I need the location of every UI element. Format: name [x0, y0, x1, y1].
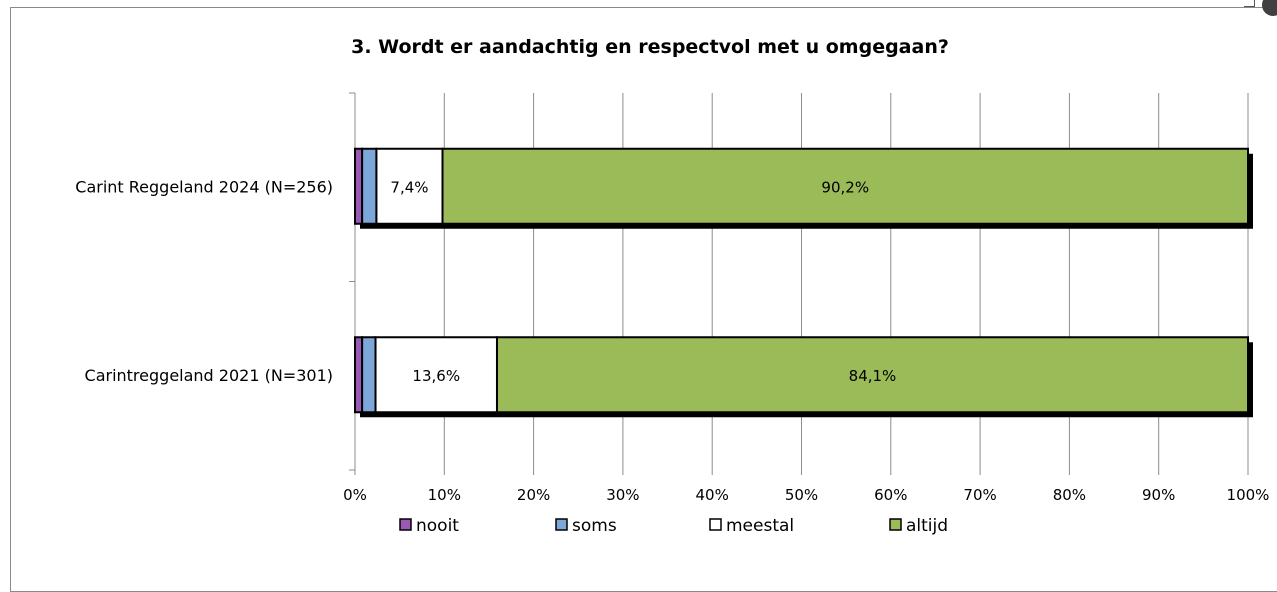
label-layer: 0% 10% 20% 30% 40% 50% 60% 70% 80% 90% 100% Carint …	[75, 177, 1269, 504]
x-tick-label: 40%	[696, 486, 729, 504]
bar-segment-altijd	[441, 147, 1250, 225]
legend-swatch-altijd	[889, 518, 902, 531]
bar-segment-altijd	[495, 336, 1249, 414]
corner-mark	[1262, 0, 1277, 16]
bar-segment-soms	[361, 147, 378, 225]
bar-segment-nooit	[354, 336, 364, 414]
x-tick-label: 60%	[874, 486, 907, 504]
data-label: 7,4%	[390, 178, 428, 196]
category-label: Carintreggeland 2021 (N=301)	[85, 366, 333, 385]
x-tick-label: 50%	[785, 486, 818, 504]
bar-segment-nooit	[354, 147, 364, 225]
bar-segment-meestal	[374, 336, 498, 414]
bar-segment-soms	[361, 336, 377, 414]
legend-swatch-nooit	[399, 518, 412, 531]
x-tick-label: 30%	[606, 486, 639, 504]
x-tick-label: 0%	[343, 486, 367, 504]
bar-segment-meestal	[375, 147, 444, 225]
legend-label-meestal: meestal	[726, 516, 794, 536]
category-label: Carint Reggeland 2024 (N=256)	[75, 177, 333, 196]
legend-swatch-meestal	[709, 518, 722, 531]
data-label: 13,6%	[412, 367, 460, 385]
x-tick-label: 70%	[963, 486, 996, 504]
legend-swatch-soms	[555, 518, 568, 531]
legend-label-soms: soms	[572, 516, 617, 536]
x-tick-label: 80%	[1053, 486, 1086, 504]
chart-frame	[10, 7, 1277, 592]
x-tick-label: 10%	[428, 486, 461, 504]
data-label: 84,1%	[849, 367, 897, 385]
corner-mark-line	[1244, 0, 1255, 7]
legend-layer: nooit soms meestal altijd	[399, 516, 948, 536]
bar-layer	[354, 147, 1253, 418]
chart-title: 3. Wordt er aandachtig en respectvol met…	[351, 36, 949, 58]
legend-label-altijd: altijd	[906, 516, 948, 536]
x-tick-label: 20%	[517, 486, 550, 504]
x-tick-label: 90%	[1142, 486, 1175, 504]
data-label: 90,2%	[821, 178, 869, 196]
x-tick-label: 100%	[1227, 486, 1270, 504]
legend-label-nooit: nooit	[416, 516, 459, 536]
